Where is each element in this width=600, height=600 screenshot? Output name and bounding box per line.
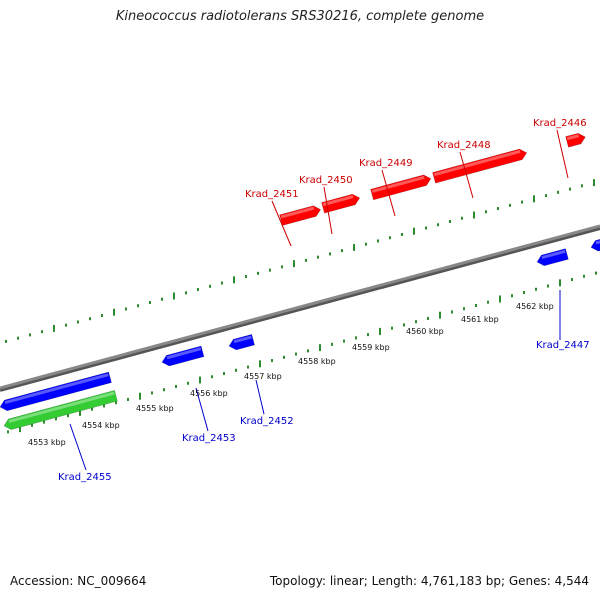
gene-krad-2455-arrow	[0, 371, 112, 412]
gene-label-krad-2453: Krad_2453	[182, 433, 236, 444]
leader-krad-2453	[195, 387, 209, 432]
gene-krad-2447-arrow	[536, 248, 569, 267]
leader-krad-2449	[381, 169, 396, 217]
gene-krad-2446-arrow	[565, 132, 586, 148]
gene-label-leaders	[69, 129, 569, 471]
gene-label-krad-2452: Krad_2452	[240, 416, 294, 427]
gene-krad-2448-arrow	[432, 148, 528, 184]
scale-labels: 4553 kbp 4554 kbp 4555 kbp 4556 kbp 4557 kbp…	[28, 302, 554, 447]
gene-label-krad-2448: Krad_2448	[437, 140, 491, 151]
gene-label-krad-2450: Krad_2450	[299, 175, 353, 186]
scale-label: 4555 kbp	[136, 404, 174, 413]
scale-label: 4560 kbp	[406, 327, 444, 336]
gene-label-krad-2447: Krad_2447	[536, 340, 590, 351]
axis-shadow	[0, 226, 600, 392]
leader-krad-2452	[255, 379, 265, 415]
accession-text: Accession: NC_009664	[10, 574, 147, 588]
scale-label: 4558 kbp	[298, 357, 336, 366]
leader-krad-2448	[459, 151, 474, 199]
gene-krad-2450-arrow	[321, 193, 361, 214]
leader-krad-2450	[323, 186, 333, 235]
gene-krad-2453-arrow	[161, 345, 205, 367]
tick-marks	[5, 179, 597, 434]
scale-label: 4557 kbp	[244, 372, 282, 381]
gene-label-krad-2455: Krad_2455	[58, 472, 112, 483]
scale-label: 4554 kbp	[82, 421, 120, 430]
gene-labels: Krad_2446 Krad_2447 Krad_2448 Krad_2449 Krad…	[58, 118, 590, 483]
gene-features	[0, 132, 600, 430]
scale-label: 4561 kbp	[461, 315, 499, 324]
gene-krad-2452-arrow	[228, 333, 255, 351]
gene-label-krad-2451: Krad_2451	[245, 189, 299, 200]
genome-axis	[0, 224, 600, 392]
scale-label: 4559 kbp	[352, 343, 390, 352]
green-feature-arrow	[3, 390, 118, 430]
gene-label-krad-2449: Krad_2449	[359, 158, 413, 169]
scale-label: 4556 kbp	[190, 389, 228, 398]
axis-line	[0, 224, 600, 390]
gene-label-krad-2446: Krad_2446	[533, 118, 587, 129]
leader-krad-2455	[69, 423, 87, 471]
scale-label: 4553 kbp	[28, 438, 66, 447]
gene-krad-2451-arrow	[279, 205, 322, 226]
gene-krad-2449-arrow	[370, 174, 432, 201]
scale-label: 4562 kbp	[516, 302, 554, 311]
leader-krad-2446	[556, 129, 569, 179]
genome-title: Kineococcus radiotolerans SRS30216, comp…	[115, 9, 485, 24]
unlabeled-reverse-gene-arrow	[590, 236, 600, 252]
leader-krad-2451	[271, 200, 292, 247]
topology-text: Topology: linear; Length: 4,761,183 bp; …	[269, 574, 589, 588]
